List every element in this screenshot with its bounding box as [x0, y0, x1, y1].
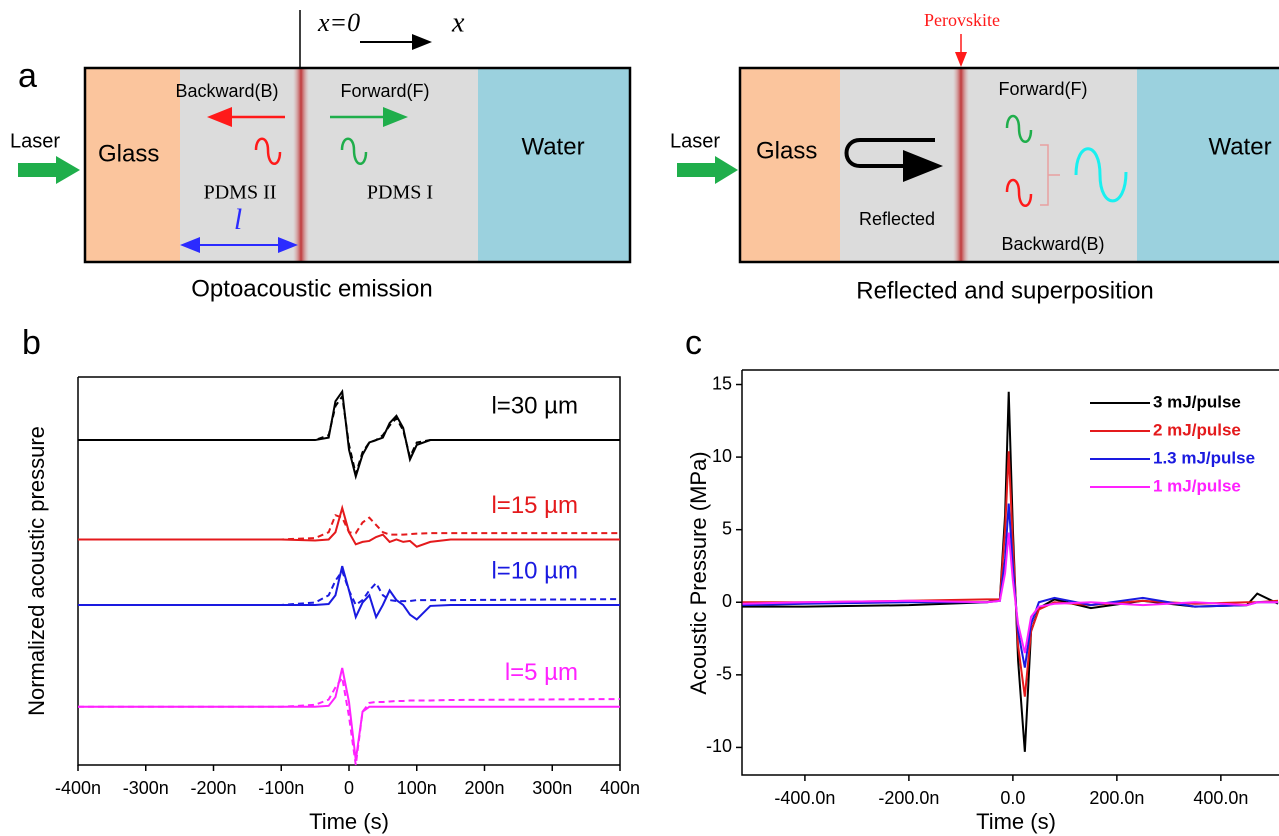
caption: Optoacoustic emission — [191, 275, 432, 302]
series-line — [742, 391, 1279, 752]
backward-wave — [1005, 178, 1033, 207]
x-tick-label: 100n — [397, 778, 437, 798]
laser-label: Laser — [10, 130, 60, 152]
series-line — [78, 393, 620, 478]
x-axis-label: Time (s) — [976, 809, 1056, 834]
forward-wave — [1005, 114, 1033, 143]
x-axis-label: Time (s) — [309, 809, 389, 834]
x-tick-label: -400.0n — [774, 788, 835, 808]
forward-label: Forward(F) — [341, 81, 430, 101]
glass-label: Glass — [98, 140, 159, 167]
forward-label: Forward(F) — [999, 79, 1088, 99]
water-layer — [1137, 68, 1279, 262]
x-tick-label: 400.0n — [1193, 788, 1248, 808]
glass-layer — [85, 68, 180, 262]
backward-label: Backward(B) — [175, 81, 278, 101]
x-tick-label: -100n — [258, 778, 304, 798]
x-label: x — [451, 7, 465, 38]
backward-wave — [254, 137, 282, 165]
series-line — [78, 675, 621, 766]
y-tick-label: 15 — [712, 373, 732, 393]
frame — [83, 66, 632, 264]
pdms1-label: PDMS I — [367, 182, 433, 204]
x-tick-label: -400n — [55, 778, 101, 798]
right-diagram: Perovskite Laser Glass Reflected Forward… — [670, 10, 1279, 304]
forward-wave — [340, 137, 368, 165]
superposition-bracket — [1040, 144, 1060, 206]
reflected-label: Reflected — [859, 209, 935, 229]
y-tick-label: 5 — [722, 518, 732, 538]
perovskite-label: Perovskite — [924, 10, 1000, 30]
y-axis-label: Normalized acoustic pressure — [24, 426, 49, 716]
y-tick-label: 10 — [712, 446, 732, 466]
series-line — [78, 513, 620, 541]
series-line — [742, 532, 1279, 654]
glass-layer — [740, 68, 840, 262]
thickness-label: l — [234, 203, 242, 236]
water-layer — [478, 68, 630, 262]
reflection-arrow — [844, 138, 943, 182]
panel-label: a — [18, 57, 37, 95]
laser-label: Laser — [670, 130, 720, 152]
y-tick-label: -10 — [706, 736, 732, 756]
legend-label: 1.3 mJ/pulse — [1153, 448, 1255, 467]
y-tick-label: 0 — [722, 591, 732, 611]
frame — [738, 66, 1279, 264]
x-tick-label: 200n — [464, 778, 504, 798]
absorber-layer — [293, 68, 309, 262]
x-tick-label: 0 — [344, 778, 354, 798]
axis-frame — [741, 369, 1279, 776]
x-tick-label: 0.0 — [1000, 788, 1025, 808]
pdms-layer — [180, 68, 478, 262]
caption: Reflected and superposition — [856, 277, 1154, 304]
left-diagram: x=0 x Laser Glass Water Backward(B) Forw… — [10, 7, 632, 302]
pdms2-label: PDMS II — [204, 182, 277, 204]
x-tick-label: -200n — [190, 778, 236, 798]
sum-wave — [1074, 147, 1128, 203]
x-tick-label: 300n — [532, 778, 572, 798]
laser-arrow-head — [715, 156, 738, 184]
series-line — [742, 451, 1279, 697]
series-line — [78, 565, 620, 621]
legend-label: 2 mJ/pulse — [1153, 420, 1241, 439]
series-line — [742, 503, 1279, 668]
series-label: l=30 µm — [491, 392, 578, 419]
panel-label: b — [22, 324, 41, 362]
x-tick-label: 400n — [600, 778, 640, 798]
series-line — [78, 504, 620, 548]
series-label: l=5 µm — [505, 659, 578, 686]
water-label: Water — [521, 133, 584, 160]
water-label: Water — [1208, 133, 1271, 160]
laser-arrow-head — [56, 156, 80, 184]
glass-label: Glass — [756, 137, 817, 164]
origin-label: x=0 — [317, 8, 360, 37]
y-axis-label: Acoustic Pressure (MPa) — [686, 451, 711, 694]
absorber-layer — [953, 68, 969, 262]
x-tick-label: -200.0n — [878, 788, 939, 808]
x-tick-label: -300n — [123, 778, 169, 798]
series-line — [78, 667, 620, 761]
legend-label: 3 mJ/pulse — [1153, 392, 1241, 411]
series-label: l=15 µm — [491, 492, 578, 519]
panel-label: c — [685, 324, 702, 362]
legend-label: 1 mJ/pulse — [1153, 476, 1241, 495]
x-tick-label: 200.0n — [1089, 788, 1144, 808]
series-label: l=10 µm — [491, 557, 578, 584]
series-line — [78, 568, 621, 607]
y-tick-label: -5 — [716, 664, 732, 684]
backward-label: Backward(B) — [1001, 234, 1104, 254]
